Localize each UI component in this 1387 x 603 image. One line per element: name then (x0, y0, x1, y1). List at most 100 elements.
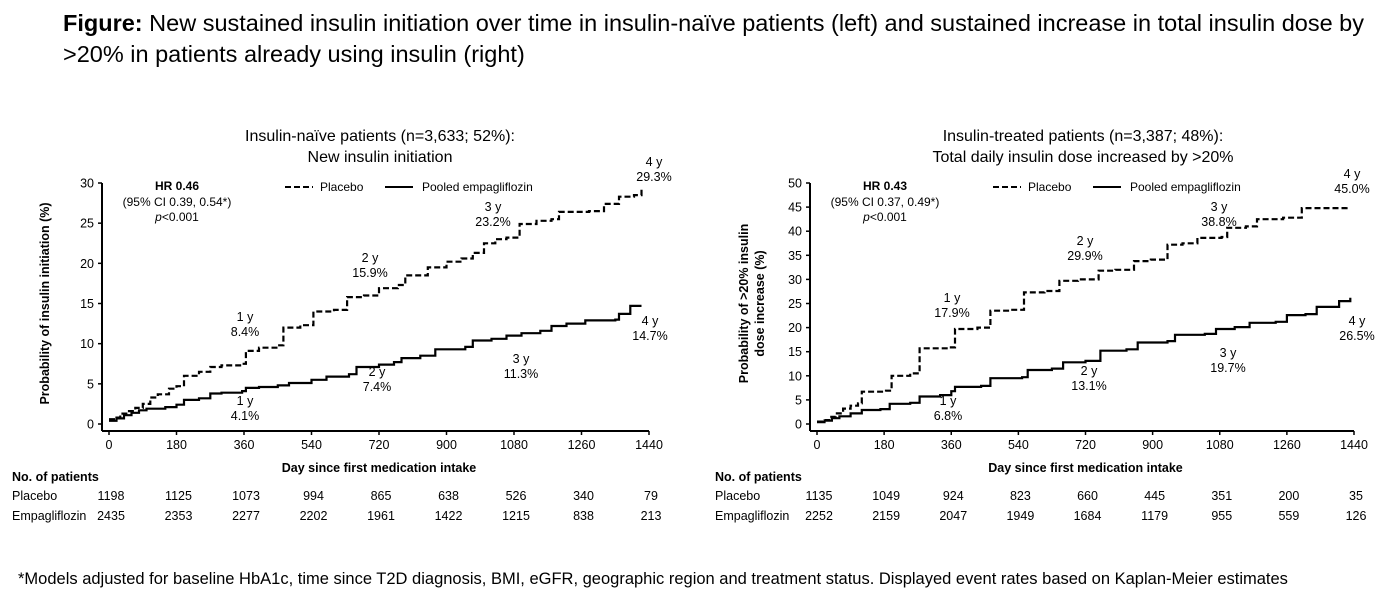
risk-table-cell: 823 (1010, 489, 1031, 503)
risk-table-cell: 838 (573, 509, 594, 523)
series-line-empagliflozin (109, 304, 642, 422)
y-tick-label: 0 (87, 418, 94, 432)
annotation-value: 23.2% (475, 215, 510, 229)
y-tick-label: 35 (788, 249, 802, 263)
y-tick-label: 5 (87, 377, 94, 391)
annotation-value: 29.3% (636, 170, 671, 184)
y-tick-label: 40 (788, 225, 802, 239)
annotation-year: 4 y (646, 155, 663, 169)
y-tick-label: 30 (788, 273, 802, 287)
y-axis-label: dose increase (%) (753, 250, 767, 356)
chart-title-line: Insulin-naïve patients (n=3,633; 52%): (245, 128, 515, 145)
annotation-year: 2 y (362, 251, 379, 265)
annotation-year: 1 y (237, 310, 254, 324)
x-tick-label: 900 (1142, 438, 1163, 452)
risk-table-cell: 865 (371, 489, 392, 503)
annotation-year: 2 y (1081, 364, 1098, 378)
risk-table-cell: 1198 (98, 489, 125, 503)
annotation-year: 1 y (237, 394, 254, 408)
risk-table-cell: 1215 (502, 509, 530, 523)
annotation-value: 14.7% (632, 329, 667, 343)
confidence-interval: (95% CI 0.39, 0.54*) (123, 195, 232, 209)
chart-title-line: Total daily insulin dose increased by >2… (932, 149, 1233, 166)
annotation-year: 1 y (940, 394, 957, 408)
risk-table-cell: 638 (438, 489, 459, 503)
annotation-year: 2 y (1077, 234, 1094, 248)
risk-table-cell: 1179 (1141, 509, 1168, 523)
p-value-symbol: p (154, 210, 162, 224)
annotation-year: 3 y (485, 200, 502, 214)
annotation-year: 4 y (1344, 167, 1361, 181)
p-value-symbol: p (862, 210, 870, 224)
y-axis-label-group: Probability of insulin initiation (%) (38, 202, 52, 404)
risk-table-cell: 1961 (367, 509, 395, 523)
risk-table-title: No. of patients (715, 470, 802, 484)
hazard-ratio: HR 0.43 (863, 179, 907, 193)
annotation-value: 45.0% (1334, 182, 1369, 196)
series-line-empagliflozin (817, 297, 1352, 424)
y-tick-label: 25 (788, 297, 802, 311)
x-tick-label: 720 (1075, 438, 1096, 452)
x-axis-label: Day since first medication intake (282, 461, 477, 475)
annotation-value: 29.9% (1067, 249, 1102, 263)
annotation-year: 3 y (1220, 346, 1237, 360)
risk-table-cell: 2159 (872, 509, 900, 523)
annotation-value: 38.8% (1201, 215, 1236, 229)
risk-table-cell: 994 (303, 489, 324, 503)
x-tick-label: 1440 (1340, 438, 1368, 452)
annotation-value: 7.4% (363, 380, 392, 394)
x-tick-label: 1080 (500, 438, 528, 452)
annotation-value: 19.7% (1210, 361, 1245, 375)
chart-panel-insulin-naive: Insulin-naïve patients (n=3,633; 52%): Ne… (12, 128, 672, 523)
x-tick-label: 360 (941, 438, 962, 452)
risk-table-cell: 1135 (806, 489, 833, 503)
y-axis-label-group: Probability of >20% insulin dose increase… (737, 224, 767, 383)
risk-table-cell: 1949 (1006, 509, 1034, 523)
risk-table-cell: 79 (644, 489, 658, 503)
risk-table-cell: 660 (1077, 489, 1098, 503)
y-tick-label: 5 (795, 393, 802, 407)
y-tick-label: 10 (80, 337, 94, 351)
risk-table-cell: 2047 (939, 509, 967, 523)
risk-table-cell: 1073 (232, 489, 260, 503)
annotation-value: 8.4% (231, 325, 260, 339)
y-axis-label: Probability of >20% insulin (737, 224, 751, 383)
confidence-interval: (95% CI 0.37, 0.49*) (831, 195, 940, 209)
y-tick-label: 15 (788, 345, 802, 359)
legend-label-placebo: Placebo (320, 180, 364, 194)
x-tick-label: 0 (106, 438, 113, 452)
risk-table-cell: 1422 (435, 509, 463, 523)
y-tick-label: 10 (788, 369, 802, 383)
annotation-year: 3 y (1211, 200, 1228, 214)
y-tick-label: 30 (80, 177, 94, 191)
p-value: p<0.001 (154, 210, 199, 224)
risk-table-cell: 2277 (232, 509, 260, 523)
annotation-value: 11.3% (504, 367, 539, 381)
x-tick-label: 180 (166, 438, 187, 452)
risk-table-cell: 2252 (805, 509, 833, 523)
annotation-year: 3 y (513, 352, 530, 366)
risk-table-cell: 1125 (165, 489, 192, 503)
risk-table-cell: 924 (943, 489, 964, 503)
y-tick-label: 20 (788, 321, 802, 335)
risk-table-cell: 2435 (97, 509, 125, 523)
annotation-year: 1 y (944, 291, 961, 305)
legend-label-empagliflozin: Pooled empagliflozin (1130, 180, 1241, 194)
y-tick-label: 45 (788, 201, 802, 215)
footnote: *Models adjusted for baseline HbA1c, tim… (18, 570, 1288, 588)
y-axis-label: Probability of insulin initiation (%) (38, 202, 52, 404)
figure-title: Figure: New sustained insulin initiation… (63, 8, 1373, 70)
annotation-value: 6.8% (934, 409, 963, 423)
y-tick-label: 0 (795, 418, 802, 432)
risk-table-row-label: Empagliflozin (12, 509, 86, 523)
annotation-value: 15.9% (352, 266, 387, 280)
p-value: p<0.001 (862, 210, 907, 224)
x-tick-label: 0 (814, 438, 821, 452)
risk-table-cell: 351 (1211, 489, 1232, 503)
risk-table-title: No. of patients (12, 470, 99, 484)
risk-table-cell: 213 (641, 509, 662, 523)
x-tick-label: 360 (234, 438, 255, 452)
y-tick-label: 20 (80, 257, 94, 271)
legend-label-placebo: Placebo (1028, 180, 1072, 194)
